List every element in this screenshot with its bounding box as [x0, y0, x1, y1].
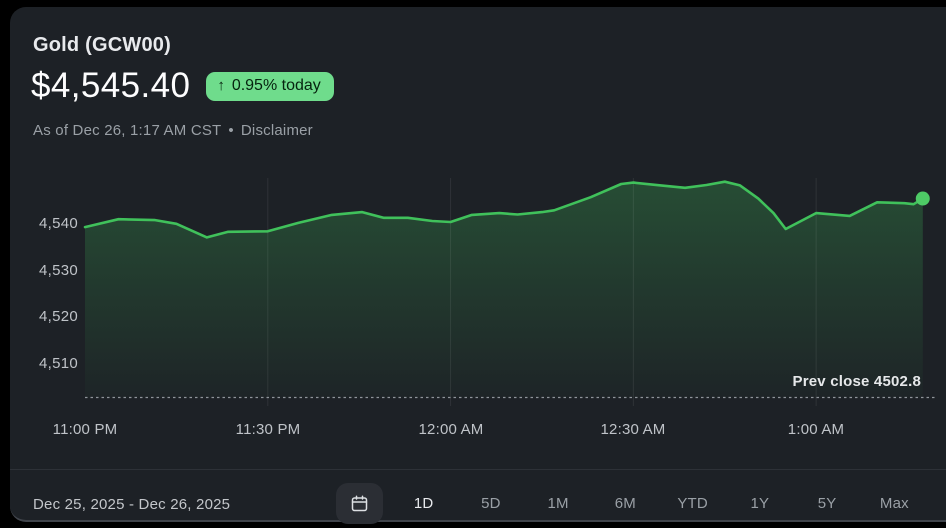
change-badge-label: 0.95% today [231, 76, 321, 94]
range-tab-5d[interactable]: 5D [457, 484, 524, 523]
footer-divider [10, 469, 946, 470]
range-tab-max[interactable]: Max [861, 484, 928, 523]
instrument-title: Gold (GCW00) [33, 34, 171, 56]
quote-card: Gold (GCW00) $4,545.40 ↑ 0.95% today As … [10, 7, 946, 524]
arrow-up-icon: ↑ [217, 77, 225, 94]
range-tab-1m[interactable]: 1M [525, 484, 592, 523]
range-tab-ytd[interactable]: YTD [659, 484, 726, 523]
x-tick-label: 11:30 PM [235, 421, 301, 438]
date-range-label: Dec 25, 2025 - Dec 26, 2025 [33, 496, 231, 513]
prev-close-label: Prev close 4502.8 [792, 373, 921, 390]
current-price: $4,545.40 [31, 66, 191, 105]
x-tick-label: 12:30 AM [600, 421, 666, 438]
disclaimer-link[interactable]: Disclaimer [240, 122, 313, 139]
calendar-button[interactable] [336, 483, 383, 524]
range-tab-6m[interactable]: 6M [592, 484, 659, 523]
range-tabs: 1D 5D 1M 6M YTD 1Y 5Y Max [390, 484, 928, 523]
x-tick-label: 11:00 PM [52, 421, 118, 438]
range-tab-5y[interactable]: 5Y [794, 484, 861, 523]
as-of-text: As of Dec 26, 1:17 AM CST [33, 122, 222, 139]
range-tab-1d[interactable]: 1D [390, 484, 457, 523]
y-tick-label: 4,540 [38, 215, 78, 232]
price-line [83, 180, 925, 239]
y-tick-label: 4,520 [38, 308, 78, 325]
y-tick-label: 4,530 [38, 262, 78, 279]
y-tick-label: 4,510 [38, 355, 78, 372]
last-price-dot [915, 191, 930, 206]
price-chart[interactable] [83, 170, 938, 415]
area-fill [85, 181, 923, 398]
bullet-separator: • [228, 122, 234, 139]
calendar-icon [351, 495, 368, 512]
change-badge: ↑ 0.95% today [206, 71, 334, 101]
price-row: $4,545.40 ↑ 0.95% today [31, 66, 334, 105]
range-tab-1y[interactable]: 1Y [726, 484, 793, 523]
x-tick-label: 1:00 AM [787, 421, 845, 438]
x-tick-label: 12:00 AM [418, 421, 484, 438]
as-of-line: As of Dec 26, 1:17 AM CST • Disclaimer [33, 122, 313, 139]
